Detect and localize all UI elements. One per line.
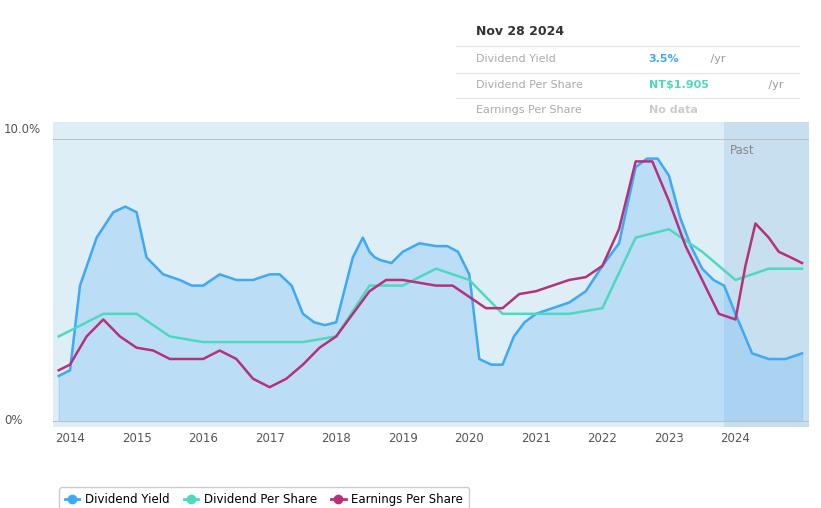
Legend: Dividend Yield, Dividend Per Share, Earnings Per Share: Dividend Yield, Dividend Per Share, Earn… xyxy=(59,488,470,508)
Text: No data: No data xyxy=(649,105,698,115)
Bar xyxy=(724,122,809,427)
Text: 10.0%: 10.0% xyxy=(4,123,41,136)
Text: NT$1.905: NT$1.905 xyxy=(649,80,709,90)
Text: Dividend Per Share: Dividend Per Share xyxy=(476,80,583,90)
Text: Dividend Yield: Dividend Yield xyxy=(476,54,556,64)
Text: 3.5%: 3.5% xyxy=(649,54,680,64)
Text: Earnings Per Share: Earnings Per Share xyxy=(476,105,582,115)
Text: Past: Past xyxy=(730,144,754,157)
Text: /yr: /yr xyxy=(764,80,783,90)
Text: /yr: /yr xyxy=(707,54,725,64)
Text: Nov 28 2024: Nov 28 2024 xyxy=(476,25,565,38)
Text: 0%: 0% xyxy=(4,414,23,427)
